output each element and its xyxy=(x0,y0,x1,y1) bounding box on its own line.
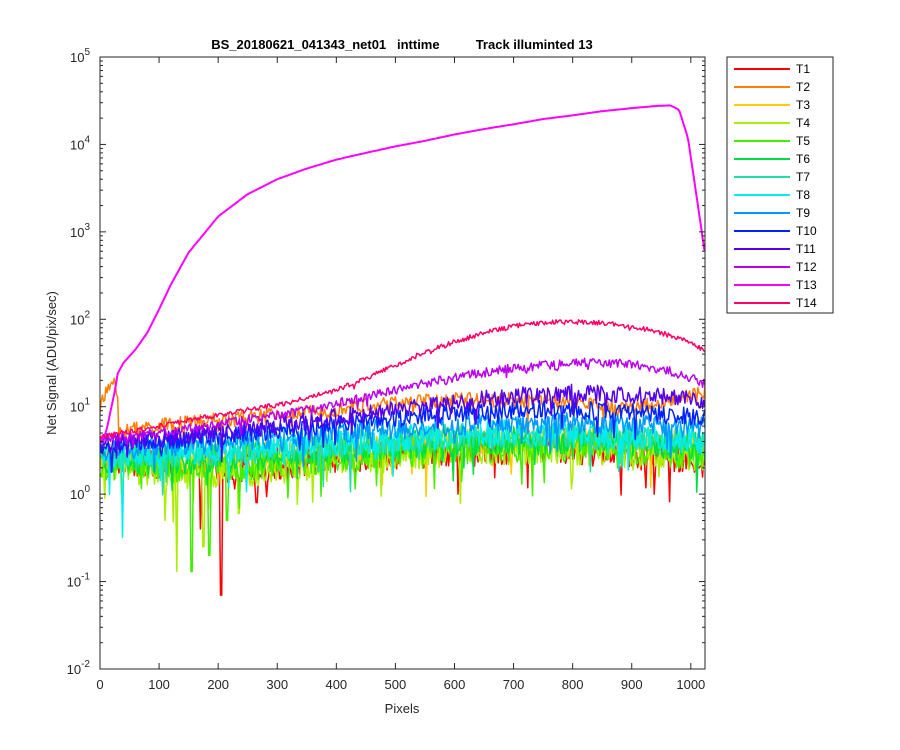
y-tick-exponent: 5 xyxy=(84,47,90,58)
legend-label: T6 xyxy=(796,152,810,166)
y-tick-exponent: 3 xyxy=(84,222,90,233)
y-tick-label: 10-1 xyxy=(67,572,91,590)
y-tick-label: 103 xyxy=(70,222,90,240)
x-tick-label: 600 xyxy=(444,677,466,692)
x-axis-ticks: 0 100 200 300 400 500 600 700 800 900 1000 xyxy=(96,57,705,692)
y-tick-label: 104 xyxy=(70,134,90,152)
series-line-t6 xyxy=(100,424,705,493)
axes-box xyxy=(99,56,706,670)
y-tick-base: 10 xyxy=(70,312,84,327)
legend-label: T10 xyxy=(796,224,817,238)
legend-label: T7 xyxy=(796,170,810,184)
y-tick-base: 10 xyxy=(70,487,84,502)
plot-area: 0 100 200 300 400 500 600 700 800 900 1000 10-210-… xyxy=(67,47,706,692)
series-layer xyxy=(100,104,705,596)
x-tick-label: 800 xyxy=(562,677,584,692)
y-tick-base: 10 xyxy=(70,225,84,240)
y-tick-base: 10 xyxy=(67,662,81,677)
x-tick-label: 400 xyxy=(325,677,347,692)
y-tick-base: 10 xyxy=(67,575,81,590)
y-tick-label: 101 xyxy=(70,397,90,415)
legend-label: T11 xyxy=(796,242,816,256)
y-tick-base: 10 xyxy=(70,50,84,65)
y-tick-exponent: 1 xyxy=(84,397,90,408)
x-tick-label: 200 xyxy=(207,677,229,692)
legend-label: T3 xyxy=(796,98,810,112)
y-tick-label: 10-2 xyxy=(67,659,91,677)
series-line-t2 xyxy=(100,377,705,444)
x-tick-label: 100 xyxy=(148,677,170,692)
x-tick-label: 1000 xyxy=(676,677,705,692)
y-tick-base: 10 xyxy=(70,137,84,152)
x-tick-label: 0 xyxy=(96,677,103,692)
y-tick-exponent: 2 xyxy=(84,309,90,320)
legend-label: T13 xyxy=(796,278,817,292)
series-line-t14 xyxy=(100,319,705,439)
chart-title: BS_20180621_041343_net01 inttime Track i… xyxy=(211,37,593,52)
y-tick-label: 100 xyxy=(70,484,90,502)
series-line-t13 xyxy=(100,104,705,443)
y-tick-base: 10 xyxy=(70,400,84,415)
x-tick-label: 300 xyxy=(266,677,288,692)
legend: T1 T2 T3 T4 T5 T6 T7 T8 T9 T10 T11 T12 T13 T14 xyxy=(726,56,834,314)
y-axis-label: Net Signal (ADU/pix/sec) xyxy=(44,291,59,435)
series-line-t8 xyxy=(100,419,705,539)
y-tick-exponent: 4 xyxy=(84,134,90,145)
legend-label: T4 xyxy=(796,116,810,130)
series-line-t10 xyxy=(100,400,705,474)
y-tick-exponent: -1 xyxy=(81,572,90,583)
legend-box xyxy=(726,56,834,314)
legend-label: T1 xyxy=(796,62,810,76)
x-axis-label: Pixels xyxy=(385,701,420,716)
legend-label: T9 xyxy=(796,206,810,220)
x-tick-label: 500 xyxy=(385,677,407,692)
legend-label: T8 xyxy=(796,188,810,202)
y-tick-label: 102 xyxy=(70,309,90,327)
x-tick-label: 900 xyxy=(621,677,643,692)
series-line-t11 xyxy=(100,383,705,463)
y-tick-label: 105 xyxy=(70,47,90,65)
legend-label: T2 xyxy=(796,80,810,94)
y-tick-exponent: -2 xyxy=(81,659,90,670)
series-line-t12 xyxy=(100,357,705,449)
legend-label: T5 xyxy=(796,134,810,148)
y-tick-exponent: 0 xyxy=(84,484,90,495)
legend-label: T14 xyxy=(796,296,817,310)
legend-label: T12 xyxy=(796,260,817,274)
x-tick-label: 700 xyxy=(503,677,525,692)
